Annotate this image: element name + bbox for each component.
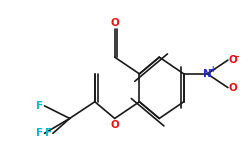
Text: O: O — [110, 120, 119, 130]
Text: −: − — [232, 52, 239, 61]
Text: F: F — [36, 101, 44, 111]
Text: O: O — [110, 18, 119, 28]
Text: F: F — [36, 128, 44, 138]
Text: N: N — [203, 69, 212, 79]
Text: +: + — [209, 65, 216, 74]
Text: F: F — [45, 128, 52, 138]
Text: O: O — [228, 55, 237, 65]
Text: O: O — [228, 82, 237, 93]
